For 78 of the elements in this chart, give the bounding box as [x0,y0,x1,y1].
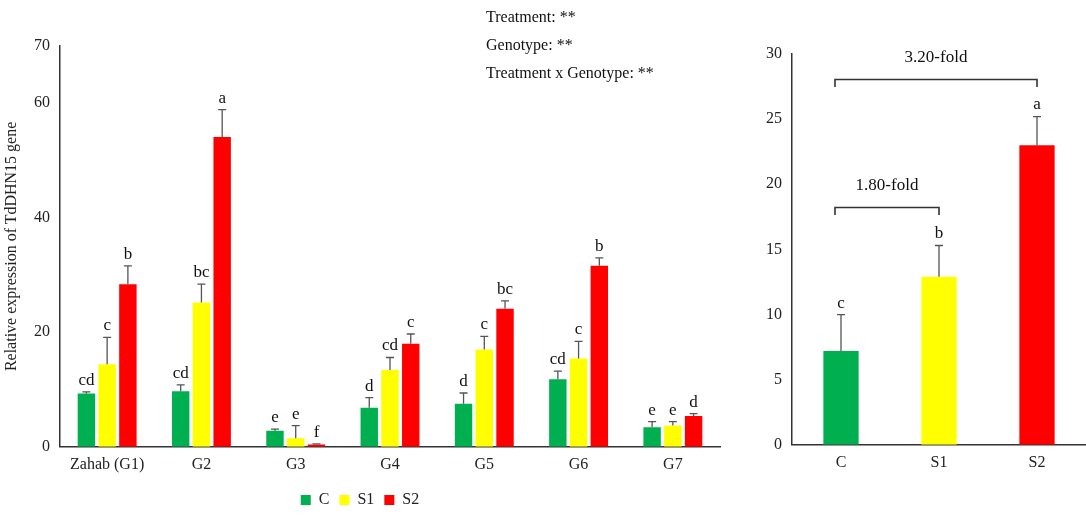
bar [119,284,137,447]
y-tick-label: 25 [766,109,782,127]
data-label: d [689,391,699,411]
y-tick-label: 20 [34,322,50,340]
text: Treatment: ** [486,8,576,26]
data-label: c [406,311,415,331]
x-tick-label: G3 [285,454,306,472]
data-label: cd [549,349,567,369]
data-label: b [595,235,604,255]
bar [381,370,399,447]
legend-label: S1 [357,490,375,508]
data-label: c [837,292,846,312]
y-tick-label: 5 [774,369,782,387]
y-tick-label: 40 [34,207,50,225]
y-tick-label: 20 [766,174,782,192]
data-label: a [218,87,227,107]
annotation: Genotype: ** [486,36,573,54]
data-label: e [669,399,677,419]
x-tick-label: G5 [474,454,495,472]
data-label: cd [172,362,190,382]
x-tick-label: S2 [1028,452,1046,470]
x-tick-label: G2 [191,454,212,472]
bar [569,358,588,447]
data-label: c [480,314,489,334]
data-label: d [365,375,375,395]
legend-label: C [318,490,330,508]
y-axis-title: Relative expression of TdDHN15 gene [1,121,20,372]
data-label: e [271,407,279,427]
annotation: 1.80-fold [854,175,920,196]
bar [549,379,567,447]
y-tick-label: 30 [766,44,782,62]
bar [213,137,231,447]
data-label: a [1033,94,1042,114]
data-label: d [459,370,469,390]
bar [1019,145,1055,445]
data-label: e [648,399,656,419]
bar [171,391,190,447]
data-label: b [934,223,944,243]
data-label: cd [381,335,399,355]
data-label: cd [78,369,95,389]
bar [590,265,609,447]
data-label: b [123,243,133,263]
annotation: 3.20-fold [903,46,969,67]
bar [664,425,682,447]
bar [684,415,703,447]
y-tick-label: 15 [766,239,782,257]
x-tick-label: C [835,452,847,470]
legend-label: S2 [402,490,420,508]
x-tick-label: S1 [930,452,948,470]
bar [98,364,116,447]
bar [77,393,96,447]
y-tick-label: 0 [42,437,50,454]
bar [287,438,305,447]
bar [454,403,473,447]
bar [360,407,378,447]
bar [823,351,859,445]
data-label: f [313,421,320,441]
bar [475,349,493,447]
data-label: bc [193,262,210,282]
y-tick-label: 70 [34,36,50,54]
data-label: e [291,403,300,423]
x-tick-label: G6 [568,454,589,472]
data-label: bc [497,278,514,298]
bar [266,430,284,447]
bar [643,427,661,447]
x-tick-label: G4 [380,454,400,472]
y-tick-label: 60 [34,93,50,111]
y-tick-label: 10 [766,304,782,322]
x-tick-label: G7 [663,454,683,472]
bar [496,308,514,447]
bar [192,302,211,447]
data-label: c [574,319,583,339]
annotation: Treatment x Genotype: ** [486,64,654,82]
x-tick-label: Zahab (G1) [70,454,145,473]
bar [402,343,420,447]
bar [921,276,957,445]
data-label: c [103,315,112,335]
y-tick-label: 0 [774,435,782,452]
